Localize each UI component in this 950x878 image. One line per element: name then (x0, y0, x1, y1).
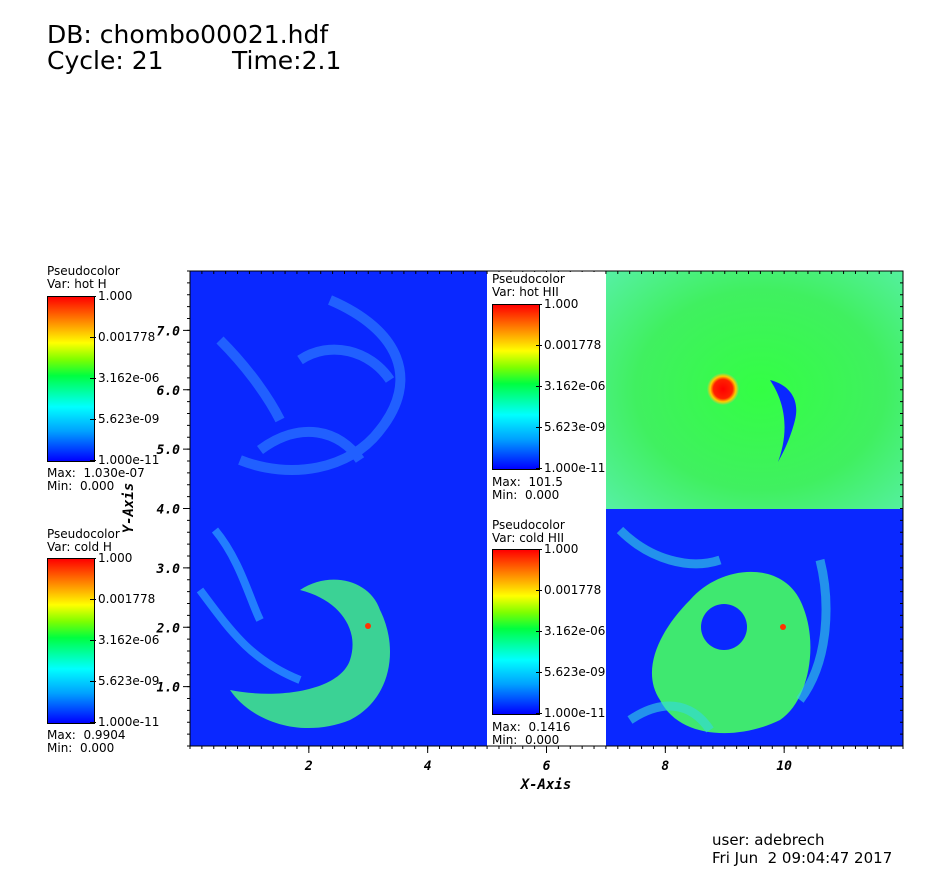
cb-tick: 0.001778 (535, 338, 602, 352)
x-tick-label: 10 (776, 759, 792, 774)
cb-tick: 1.000e-11 (89, 715, 160, 729)
user-label: user: adebrech (712, 831, 825, 849)
colorbar-hot-h (47, 296, 95, 462)
cb-tick: 5.623e-09 (89, 674, 160, 688)
cb-tick: 1.000 (89, 551, 133, 565)
y-tick-label: 1.0 (157, 681, 181, 696)
legend-title: Pseudocolor (47, 527, 120, 541)
cb-tick: 3.162e-06 (535, 624, 606, 638)
hot-h-filaments (216, 295, 406, 475)
cb-tick: 0.001778 (89, 592, 156, 606)
db-title: DB: chombo00021.hdf (47, 20, 329, 49)
legend-min: Min: 0.000 (492, 733, 560, 747)
x-axis-label: X-Axis (520, 777, 572, 793)
legend-max: Max: 0.9904 (47, 728, 126, 742)
cold-hii-shell (651, 571, 811, 734)
cold-h-arc (230, 579, 390, 729)
cb-tick: 5.623e-09 (535, 420, 606, 434)
y-tick-label: 3.0 (156, 562, 181, 577)
legend-min: Min: 0.000 (47, 479, 115, 493)
legend-var: Var: hot H (47, 277, 107, 291)
hot-hii-source (707, 373, 739, 405)
date-label: Fri Jun 2 09:04:47 2017 (712, 849, 893, 867)
y-tick-label: 2.0 (156, 621, 181, 636)
axis-ticks: 2 4 6 8 10 1.0 2.0 3.0 4.0 5.0 6.0 7.0 (156, 270, 904, 774)
legend-cold-hii: Pseudocolor Var: cold HII (492, 519, 565, 545)
cycle-label: Cycle: 21 (47, 46, 164, 75)
cb-tick: 1.000 (535, 297, 579, 311)
cold-h-filaments (196, 527, 302, 684)
legend-title: Pseudocolor (492, 518, 565, 532)
legend-max: Max: 0.1416 (492, 720, 571, 734)
colorbar-cold-hii (492, 549, 540, 715)
legend-max: Max: 101.5 (492, 475, 563, 489)
x-tick-label: 4 (424, 759, 432, 774)
cb-tick: 3.162e-06 (535, 379, 606, 393)
legend-hot-hii: Pseudocolor Var: hot HII (492, 273, 565, 299)
y-tick-label: 4.0 (157, 503, 181, 518)
cb-tick: 3.162e-06 (89, 371, 160, 385)
cb-tick: 5.623e-09 (535, 665, 606, 679)
time-label: Time:2.1 (232, 46, 342, 75)
y-tick-label: 5.0 (157, 443, 181, 458)
cb-tick: 1.000 (89, 289, 133, 303)
panel-hot-h (190, 271, 487, 509)
y-axis-label: Y-Axis (121, 483, 137, 534)
cb-tick: 1.000e-11 (535, 461, 606, 475)
cb-tick: 3.162e-06 (89, 633, 160, 647)
legend-min: Min: 0.000 (492, 488, 560, 502)
x-tick-label: 6 (543, 759, 551, 774)
legend-title: Pseudocolor (47, 264, 120, 278)
legend-cold-h: Pseudocolor Var: cold H (47, 528, 120, 554)
cb-tick: 0.001778 (535, 583, 602, 597)
cb-tick: 1.000 (535, 542, 579, 556)
legend-max: Max: 1.030e-07 (47, 466, 145, 480)
legend-var: Var: cold H (47, 540, 112, 554)
x-tick-label: 2 (304, 759, 313, 774)
cold-hii-source (780, 624, 786, 630)
y-tick-label: 6.0 (157, 384, 181, 399)
cold-hii-filaments (616, 526, 831, 733)
hot-hii-arc (770, 380, 797, 462)
cb-tick: 1.000e-11 (535, 706, 606, 720)
legend-title: Pseudocolor (492, 272, 565, 286)
x-tick-label: 8 (661, 759, 669, 774)
panel-hot-hii (606, 271, 903, 509)
colorbar-hot-hii (492, 304, 540, 470)
legend-var: Var: hot HII (492, 285, 559, 299)
colorbar-cold-h (47, 558, 95, 724)
cold-hii-void (701, 604, 747, 650)
legend-var: Var: cold HII (492, 531, 565, 545)
cb-tick: 0.001778 (89, 330, 156, 344)
legend-hot-h: Pseudocolor Var: hot H (47, 265, 120, 291)
legend-min: Min: 0.000 (47, 741, 115, 755)
y-tick-label: 7.0 (157, 324, 181, 339)
cb-tick: 1.000e-11 (89, 453, 160, 467)
cb-tick: 5.623e-09 (89, 412, 160, 426)
cold-h-source (365, 623, 371, 629)
